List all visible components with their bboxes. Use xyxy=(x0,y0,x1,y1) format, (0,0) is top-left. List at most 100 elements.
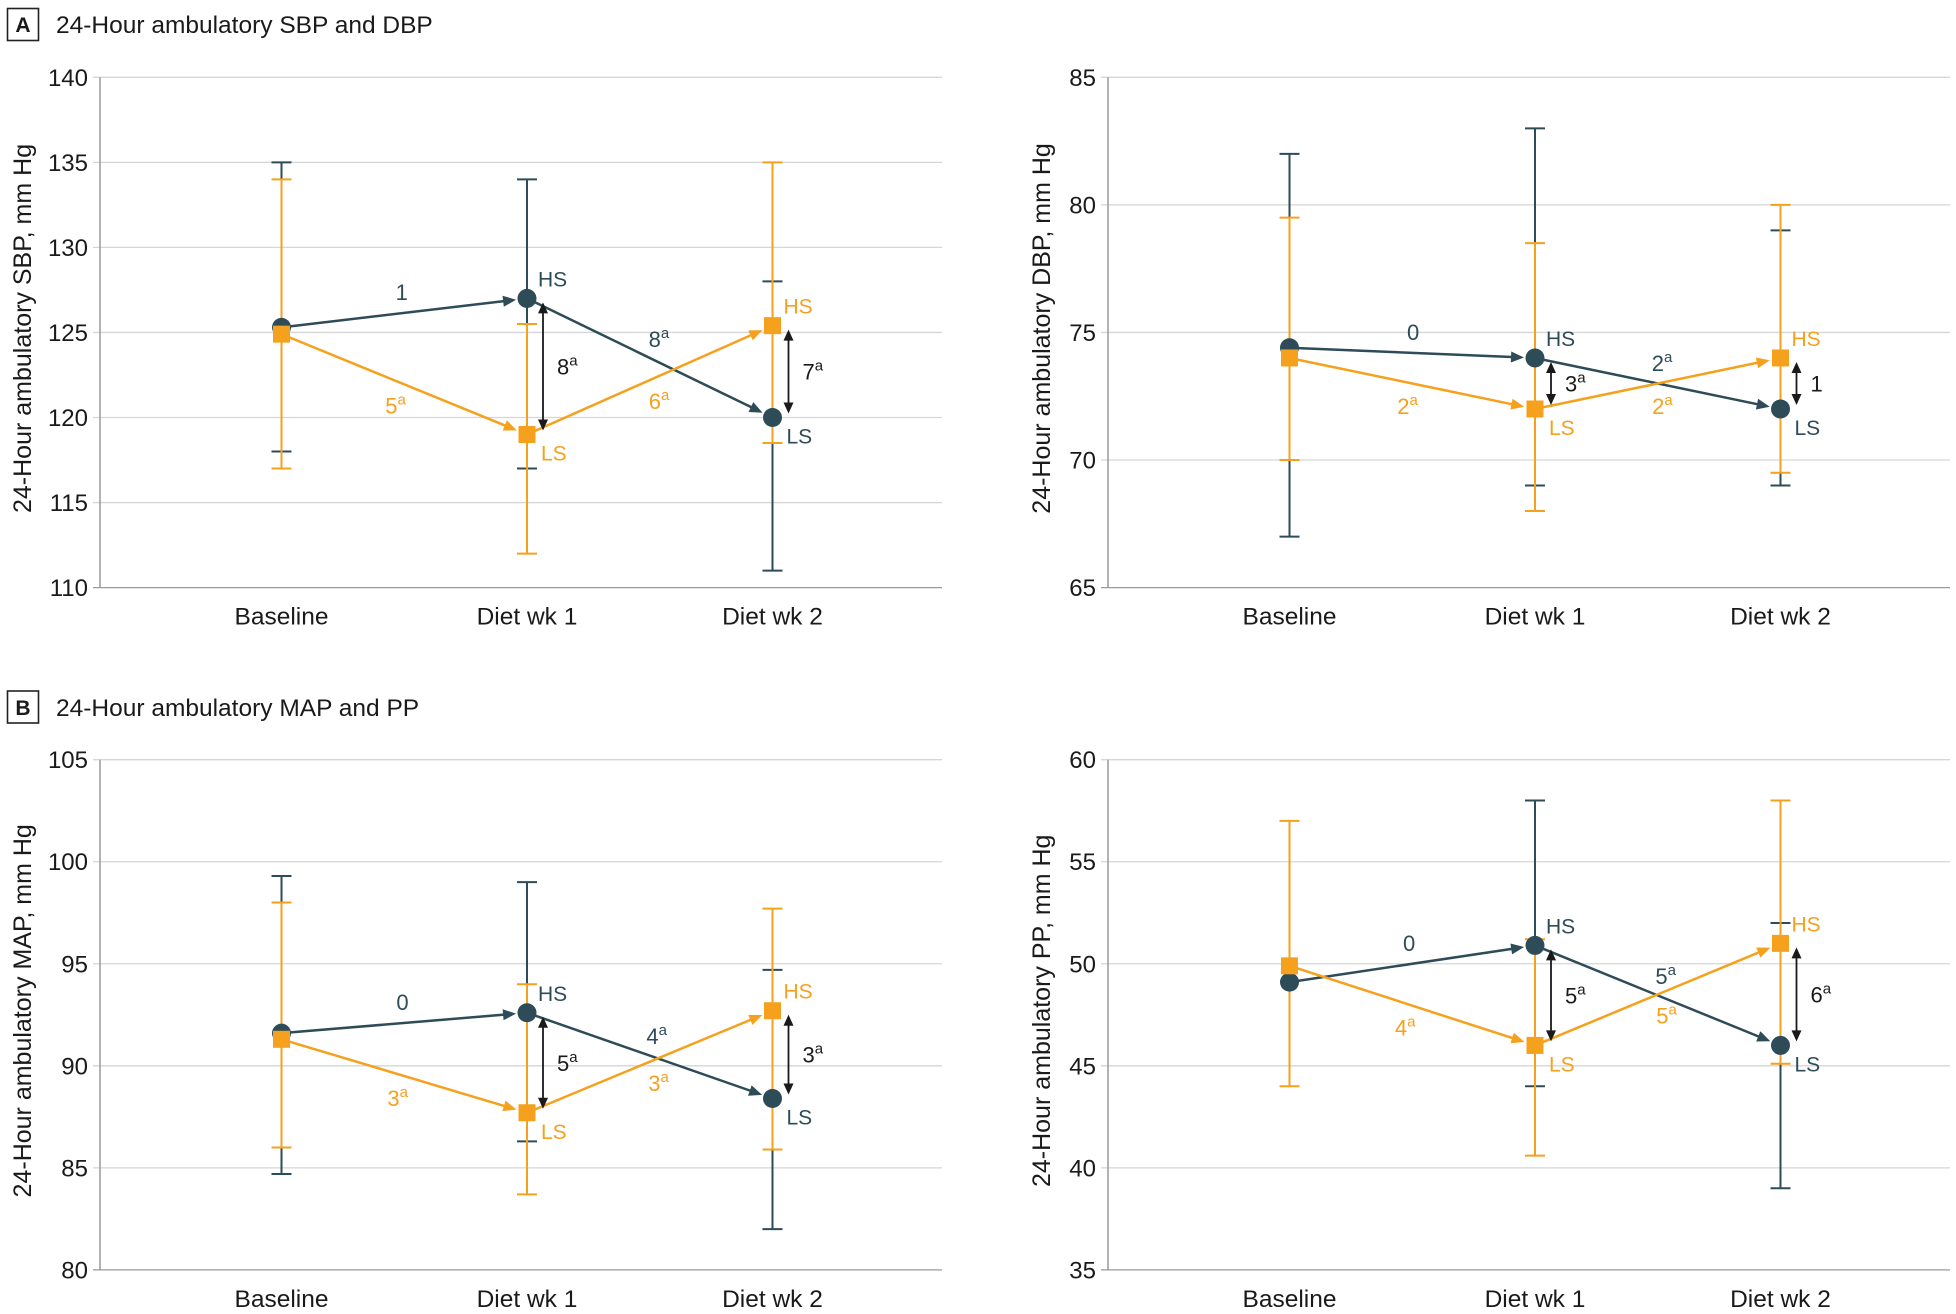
point-label: LS xyxy=(787,426,813,449)
arrowhead xyxy=(1756,947,1771,958)
change-label: 4a xyxy=(646,1022,667,1049)
x-category-label: Baseline xyxy=(1243,604,1337,631)
arrowhead xyxy=(538,419,548,431)
label-value: 7 xyxy=(803,360,815,385)
change-arrow xyxy=(526,330,763,436)
change-arrow-line xyxy=(1534,944,1763,1040)
data-point-square xyxy=(273,1030,290,1048)
point-label: HS xyxy=(1546,915,1575,938)
difference-arrow xyxy=(783,1014,794,1095)
data-point-square xyxy=(764,1002,781,1020)
change-arrows xyxy=(281,1014,763,1114)
label-value: 6 xyxy=(1811,982,1823,1007)
change-arrow-line xyxy=(281,1038,509,1109)
error-bar xyxy=(1770,799,1791,1065)
change-arrow-line xyxy=(281,332,509,429)
change-label: 0 xyxy=(1407,320,1419,345)
arrowhead xyxy=(1510,1032,1525,1044)
change-arrows xyxy=(1289,943,1771,1042)
arrowhead xyxy=(783,402,794,414)
x-category-label: Diet wk 2 xyxy=(722,1286,823,1313)
difference-arrow xyxy=(538,302,548,431)
change-arrow-line xyxy=(281,299,508,329)
error-bars xyxy=(1279,799,1791,1157)
data-point-square xyxy=(764,317,781,335)
difference-label: 1 xyxy=(1811,371,1823,396)
data-points xyxy=(1280,935,1790,1055)
arrowhead xyxy=(748,1085,763,1096)
map-chart: 80 85 90 95 100 105 Baseline Diet wk 1 Diet wk 2… xyxy=(9,747,942,1313)
arrowhead xyxy=(1755,398,1770,410)
arrowhead xyxy=(502,295,517,307)
arrowhead xyxy=(1756,1031,1771,1042)
arrowhead xyxy=(1791,947,1802,959)
significance-mark: a xyxy=(659,1022,668,1039)
difference-label: 5a xyxy=(1565,981,1586,1008)
significance-mark: a xyxy=(661,1069,670,1086)
change-arrow-line xyxy=(1289,356,1516,407)
arrowhead xyxy=(1791,1030,1802,1042)
change-label: 5a xyxy=(385,392,406,419)
change-arrow xyxy=(1534,356,1770,410)
data-point-circle xyxy=(1525,348,1545,368)
data-point-circle xyxy=(763,408,782,427)
change-arrow-line xyxy=(1534,360,1762,411)
point-label: HS xyxy=(538,268,567,291)
change-label: 2a xyxy=(1652,349,1673,376)
label-value: 0 xyxy=(1403,931,1415,956)
arrowhead xyxy=(748,330,763,341)
significance-mark: a xyxy=(1823,980,1832,997)
label-value: 1 xyxy=(396,280,408,305)
change-label: 3a xyxy=(648,1069,669,1096)
significance-mark: a xyxy=(1668,962,1677,979)
change-arrow xyxy=(281,1038,517,1112)
change-arrow-line xyxy=(526,1017,755,1114)
difference-arrow xyxy=(1546,361,1556,405)
arrowhead xyxy=(502,420,517,431)
panel-a-title: 24-Hour ambulatory SBP and DBP xyxy=(56,12,433,39)
label-value: 2 xyxy=(1397,394,1409,419)
change-label: 8a xyxy=(649,325,670,352)
arrowhead xyxy=(783,1083,794,1095)
arrowhead xyxy=(502,1100,517,1112)
change-label: 4a xyxy=(1395,1013,1416,1040)
arrowhead xyxy=(1546,393,1556,405)
change-label: 3a xyxy=(387,1084,408,1111)
y-tick-label: 105 xyxy=(48,747,88,774)
change-arrow xyxy=(1289,346,1525,363)
data-points xyxy=(273,1002,781,1122)
label-value: 2 xyxy=(1652,351,1664,376)
panel-b-label-box xyxy=(6,690,40,724)
x-category-label: Baseline xyxy=(235,604,329,631)
significance-mark: a xyxy=(569,1049,578,1066)
gridlines xyxy=(1101,759,1950,1271)
y-tick-label: 75 xyxy=(1069,320,1096,347)
label-value: 4 xyxy=(646,1024,658,1049)
point-label: HS xyxy=(784,296,813,319)
change-label: 2a xyxy=(1397,392,1418,419)
y-tick-label: 55 xyxy=(1069,849,1096,876)
y-tick-label: 35 xyxy=(1069,1257,1096,1284)
y-axis-label: 24-Hour ambulatory PP, mm Hg xyxy=(1028,835,1056,1187)
change-arrows xyxy=(1289,947,1771,1047)
change-label: 2a xyxy=(1652,392,1673,419)
point-label: LS xyxy=(1549,1053,1575,1076)
data-point-circle xyxy=(763,1088,782,1108)
difference-label: 7a xyxy=(803,358,824,385)
y-tick-label: 90 xyxy=(61,1053,88,1080)
significance-mark: a xyxy=(1664,392,1673,409)
x-category-label: Diet wk 2 xyxy=(1730,1286,1831,1313)
change-arrow xyxy=(526,1014,763,1114)
point-label: LS xyxy=(1795,1053,1821,1076)
y-tick-label: 100 xyxy=(48,849,88,876)
y-tick-label: 110 xyxy=(50,575,88,602)
point-label: LS xyxy=(1549,417,1575,440)
change-arrow-line xyxy=(1534,949,1763,1047)
dbp-chart: 65 70 75 80 85 Baseline Diet wk 1 Diet wk 2 24-H… xyxy=(1028,65,1950,631)
change-label: 0 xyxy=(1403,931,1415,956)
point-label: HS xyxy=(538,983,567,1006)
label-value: 8 xyxy=(649,327,661,352)
change-arrow-line xyxy=(526,297,756,410)
data-point-circle xyxy=(1771,1035,1790,1055)
